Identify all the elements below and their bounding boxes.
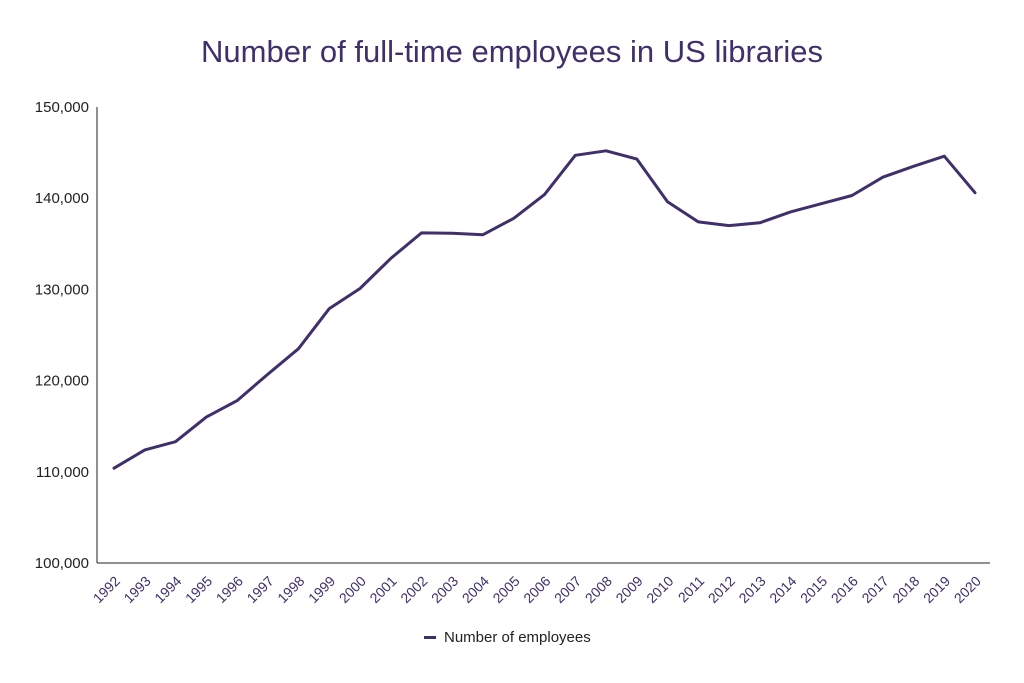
x-tick-label: 1998 — [274, 573, 307, 606]
y-tick-label: 130,000 — [35, 281, 89, 298]
x-tick-label: 2000 — [336, 573, 369, 606]
legend-label: Number of employees — [444, 629, 591, 646]
x-tick-label: 2002 — [397, 573, 430, 606]
x-tick-label: 2006 — [520, 573, 553, 606]
y-tick-labels: 100,000 110,000 120,000 130,000 140,000 150,0… — [35, 99, 89, 572]
x-tick-label: 2003 — [428, 573, 461, 606]
x-tick-label: 2013 — [735, 573, 768, 606]
x-tick-label: 2014 — [766, 573, 799, 606]
x-tick-label: 2009 — [612, 573, 645, 606]
x-tick-label: 2008 — [582, 573, 615, 606]
legend: Number of employees — [424, 629, 591, 646]
x-tick-label: 2015 — [797, 573, 830, 606]
x-tick-label: 2019 — [920, 573, 953, 606]
y-tick-label: 100,000 — [35, 555, 89, 572]
x-tick-label: 1993 — [120, 573, 153, 606]
x-tick-label: 2001 — [366, 573, 399, 606]
axes — [96, 107, 990, 564]
x-tick-label: 1999 — [305, 573, 338, 606]
x-tick-label: 2017 — [858, 573, 891, 606]
x-tick-label: 2005 — [489, 573, 522, 606]
y-tick-label: 150,000 — [35, 99, 89, 116]
x-tick-label: 1997 — [243, 573, 276, 606]
y-tick-label: 110,000 — [36, 464, 89, 481]
legend-swatch — [424, 636, 436, 639]
x-tick-label: 1994 — [151, 573, 184, 606]
x-tick-label: 2012 — [705, 573, 738, 606]
y-tick-label: 140,000 — [35, 190, 89, 207]
x-tick-label: 1995 — [182, 573, 215, 606]
y-tick-label: 120,000 — [35, 373, 89, 390]
x-tick-label: 2010 — [643, 573, 676, 606]
x-tick-label: 2016 — [828, 573, 861, 606]
x-tick-label: 2011 — [675, 573, 708, 606]
x-tick-label: 2007 — [551, 573, 584, 606]
x-tick-label: 2004 — [459, 573, 492, 606]
x-tick-labels: 1992199319941995199619971998199920002001… — [90, 573, 984, 606]
x-tick-label: 1992 — [90, 573, 123, 606]
x-tick-label: 1996 — [213, 573, 246, 606]
chart-title: Number of full-time employees in US libr… — [201, 34, 823, 69]
x-tick-label: 2018 — [889, 573, 922, 606]
x-tick-label: 2020 — [951, 573, 984, 606]
series-line — [112, 149, 977, 470]
series-layer — [112, 149, 977, 470]
